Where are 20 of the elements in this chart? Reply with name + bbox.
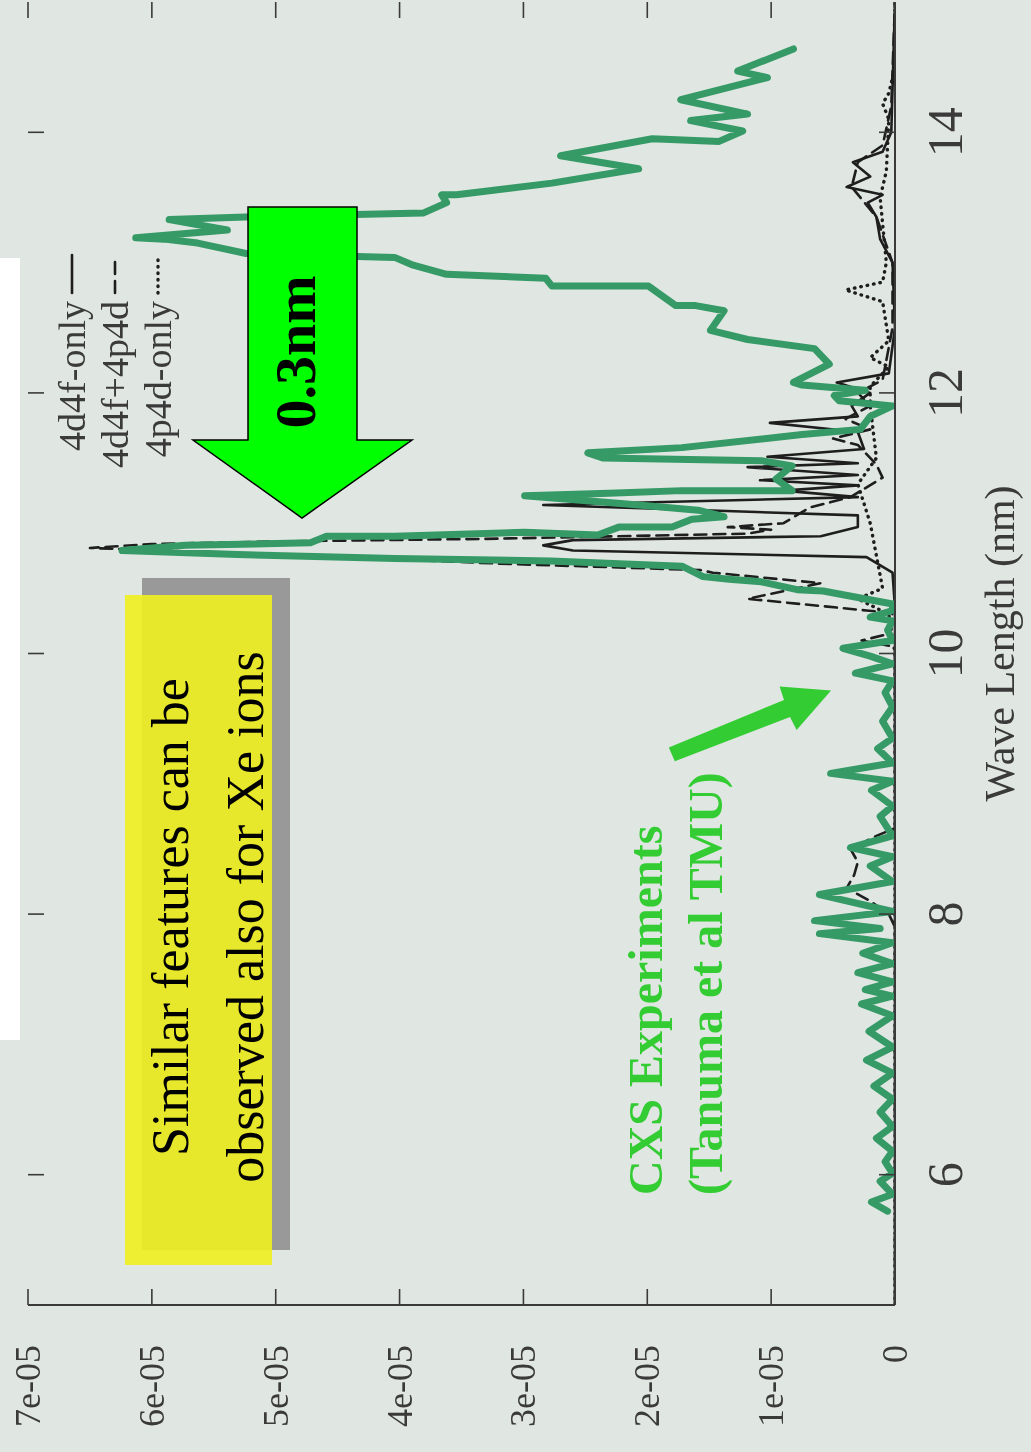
x-tick-label: 0 (875, 1345, 915, 1363)
y-axis-title: Wave Length (nm) (977, 485, 1024, 802)
x-tick-label: 7e-05 (8, 1345, 48, 1427)
x-tick-label: 5e-05 (255, 1345, 296, 1427)
x-tick-label: 4e-05 (379, 1345, 420, 1427)
legend-label: 4d4f+4p4d (94, 301, 136, 469)
annotation: 0.3nm (262, 275, 328, 429)
y-tick-label: 6 (917, 1162, 973, 1188)
y-tick-label: 12 (917, 367, 973, 418)
x-tick-label: 6e-05 (131, 1345, 172, 1427)
y-tick-label: 8 (917, 901, 973, 927)
legend-label: 4p4d-only (137, 301, 179, 458)
x-tick-label: 3e-05 (503, 1345, 544, 1427)
legend-label: 4d4f-only (51, 301, 93, 451)
y-tick-label: 10 (917, 628, 973, 679)
x-tick-label: 1e-05 (751, 1345, 792, 1427)
y-tick-label: 14 (917, 107, 973, 158)
annotation: CXS Experiments (Tanuma et al TMU) (618, 772, 733, 1195)
annotation: Similar features can be observed also for Xe ions (141, 651, 274, 1183)
x-tick-label: 2e-05 (627, 1345, 668, 1427)
